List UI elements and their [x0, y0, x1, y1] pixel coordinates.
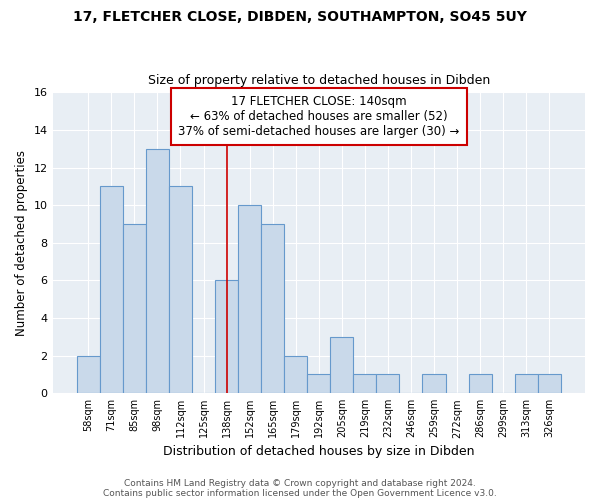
- Bar: [77, 356, 100, 393]
- Bar: [469, 374, 491, 393]
- Text: 17 FLETCHER CLOSE: 140sqm
← 63% of detached houses are smaller (52)
37% of semi-: 17 FLETCHER CLOSE: 140sqm ← 63% of detac…: [178, 96, 460, 138]
- Bar: [284, 356, 307, 393]
- Bar: [422, 374, 446, 393]
- Title: Size of property relative to detached houses in Dibden: Size of property relative to detached ho…: [148, 74, 490, 87]
- Text: 17, FLETCHER CLOSE, DIBDEN, SOUTHAMPTON, SO45 5UY: 17, FLETCHER CLOSE, DIBDEN, SOUTHAMPTON,…: [73, 10, 527, 24]
- Text: Contains HM Land Registry data © Crown copyright and database right 2024.: Contains HM Land Registry data © Crown c…: [124, 478, 476, 488]
- Bar: [100, 186, 123, 393]
- Bar: [215, 280, 238, 393]
- Bar: [538, 374, 561, 393]
- Bar: [515, 374, 538, 393]
- Bar: [146, 148, 169, 393]
- Bar: [330, 337, 353, 393]
- Y-axis label: Number of detached properties: Number of detached properties: [15, 150, 28, 336]
- X-axis label: Distribution of detached houses by size in Dibden: Distribution of detached houses by size …: [163, 444, 475, 458]
- Bar: [307, 374, 330, 393]
- Bar: [123, 224, 146, 393]
- Text: Contains public sector information licensed under the Open Government Licence v3: Contains public sector information licen…: [103, 488, 497, 498]
- Bar: [238, 205, 261, 393]
- Bar: [169, 186, 192, 393]
- Bar: [261, 224, 284, 393]
- Bar: [353, 374, 376, 393]
- Bar: [376, 374, 400, 393]
